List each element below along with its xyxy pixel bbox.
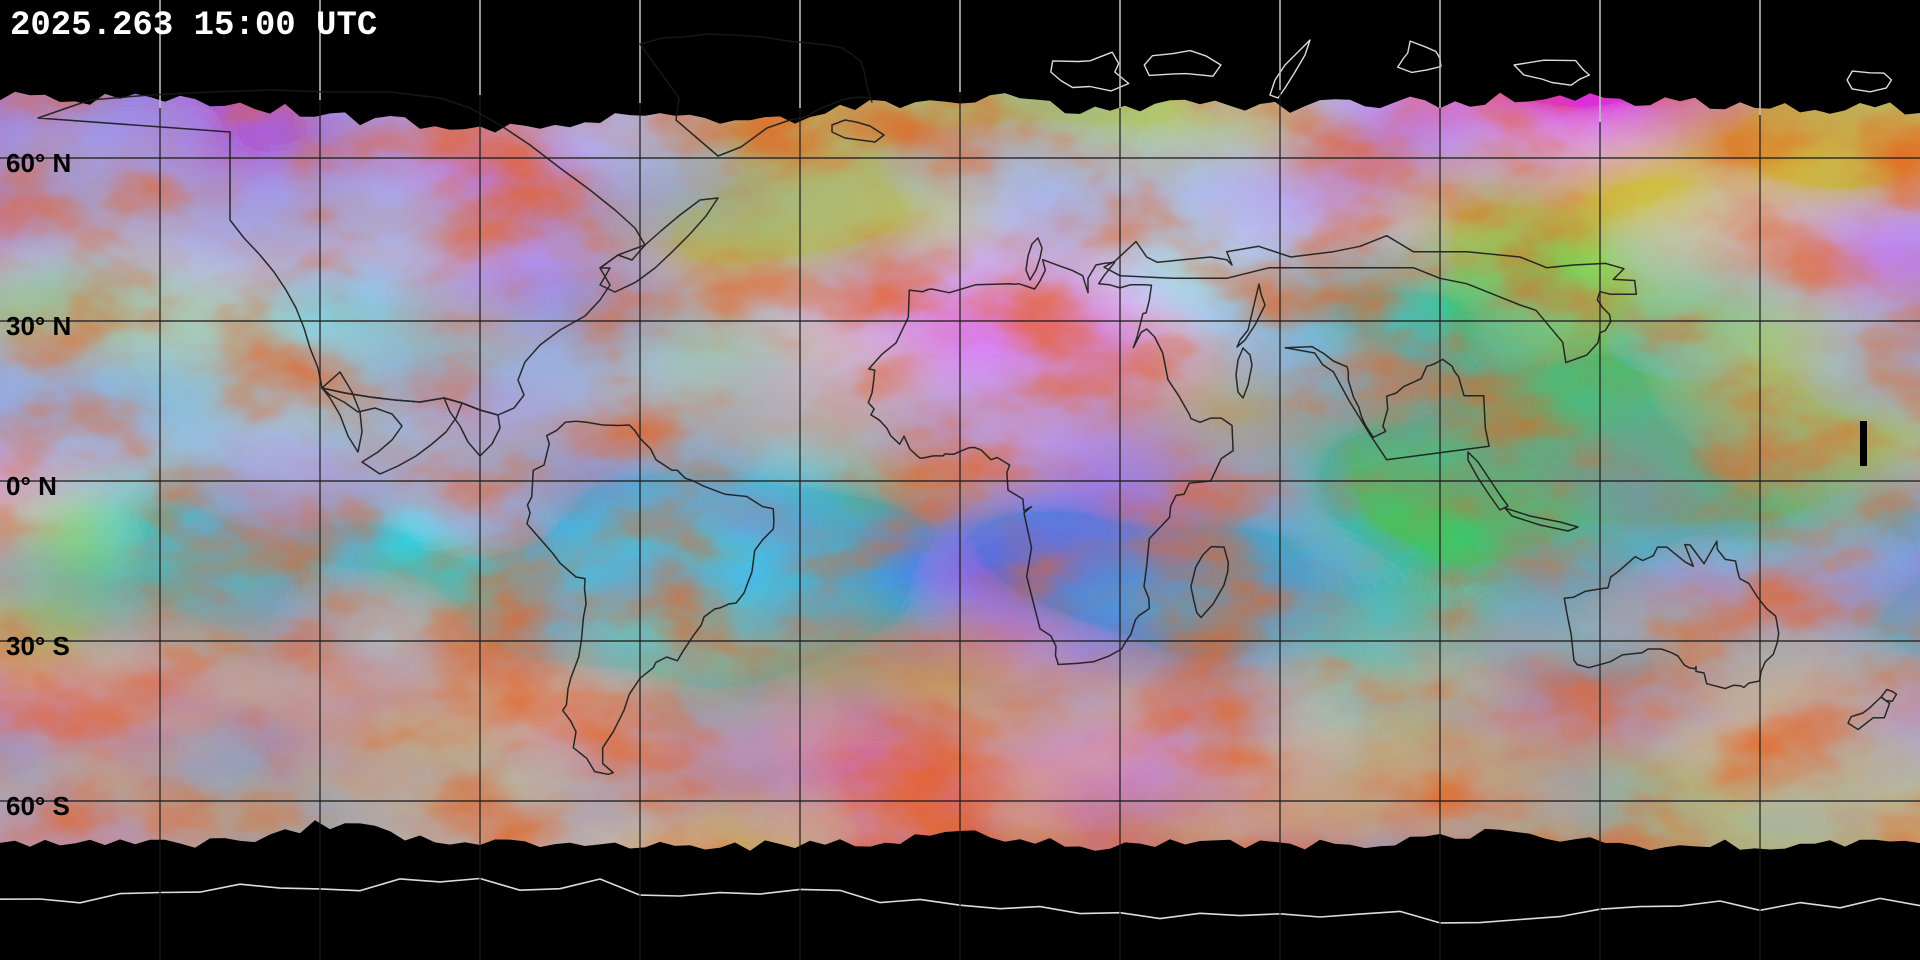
svg-text:30° N: 30° N <box>6 311 71 341</box>
svg-text:60° S: 60° S <box>6 791 70 821</box>
svg-text:2025.263 15:00 UTC: 2025.263 15:00 UTC <box>10 7 377 45</box>
svg-text:30° S: 30° S <box>6 631 70 661</box>
svg-text:0° N: 0° N <box>6 471 57 501</box>
svg-text:60° N: 60° N <box>6 148 71 178</box>
